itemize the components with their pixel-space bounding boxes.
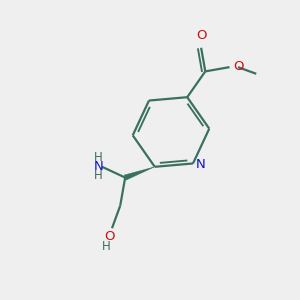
Text: O: O <box>233 60 244 73</box>
Text: H: H <box>94 169 103 182</box>
Text: N: N <box>94 160 103 173</box>
Text: H: H <box>94 151 103 164</box>
Text: O: O <box>104 230 115 243</box>
Text: O: O <box>196 29 206 42</box>
Text: H: H <box>102 240 111 253</box>
Text: N: N <box>195 158 205 172</box>
Polygon shape <box>124 167 155 180</box>
